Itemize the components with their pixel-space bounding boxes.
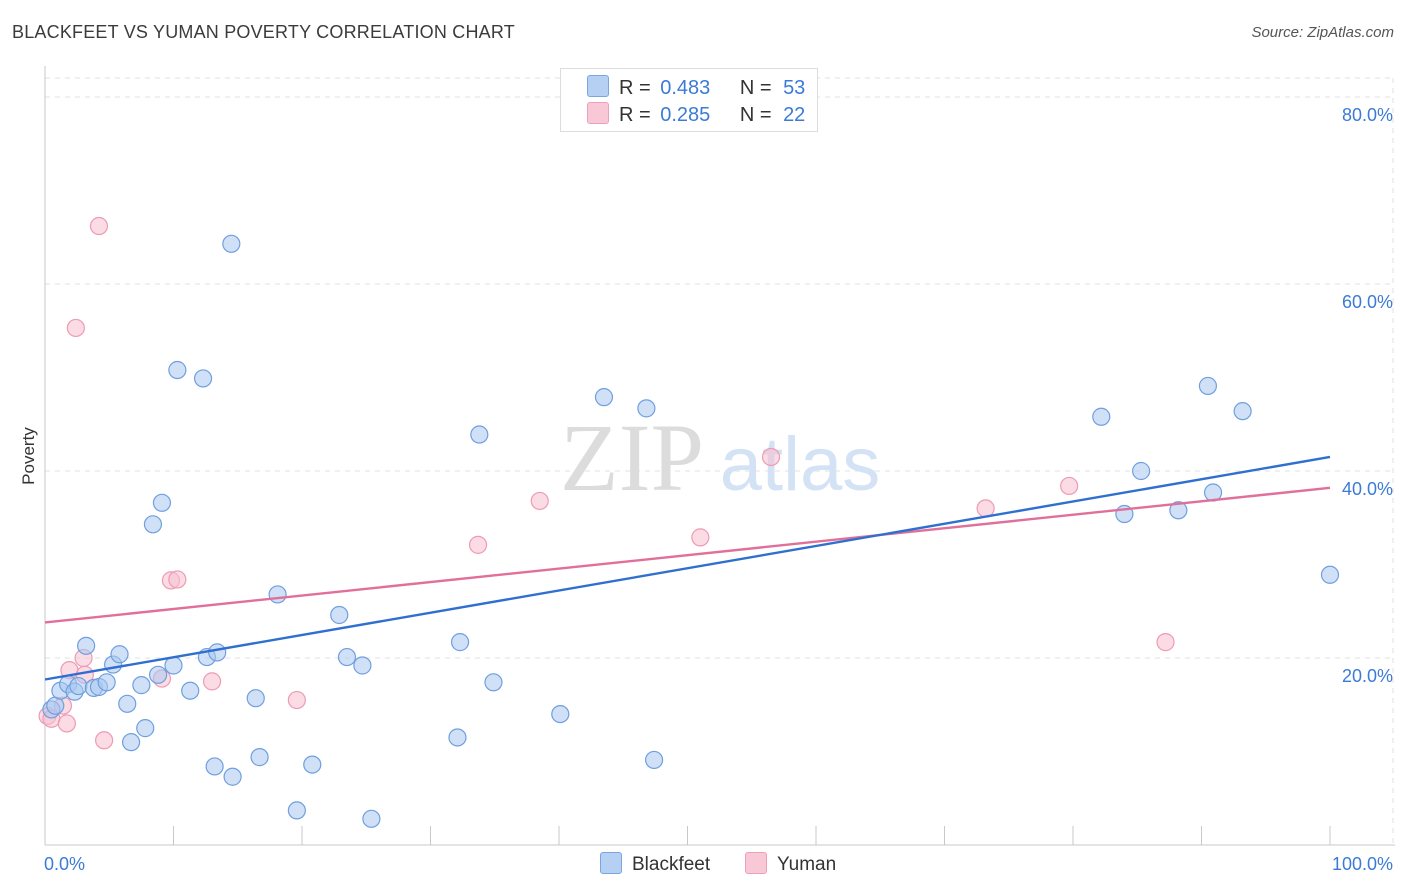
blackfeet-point <box>594 388 614 407</box>
blackfeet-n-value: 53 <box>783 77 806 99</box>
blackfeet-point <box>1092 407 1111 426</box>
chart-title: BLACKFEET VS YUMAN POVERTY CORRELATION C… <box>12 22 515 42</box>
blackfeet-point <box>152 493 172 512</box>
blackfeet-point <box>637 399 656 418</box>
legend-row-blackfeet: R = 0.483 N = 53 <box>587 75 805 99</box>
yuman-trend-line <box>44 486 1331 624</box>
watermark-zip: ZIP <box>560 404 704 511</box>
n-label: N = <box>739 77 772 99</box>
yuman-point <box>1156 633 1175 652</box>
blackfeet-point <box>303 755 322 774</box>
yuman-point <box>287 690 306 710</box>
blackfeet-point <box>164 656 183 675</box>
blackfeet-point <box>136 719 155 738</box>
y-tick-label: 20.0% <box>1342 666 1393 686</box>
yuman-point <box>168 570 187 589</box>
yuman-point <box>66 318 85 338</box>
blackfeet-point <box>181 681 200 700</box>
legend-row-yuman: R = 0.285 N = 22 <box>587 102 805 126</box>
blackfeet-point <box>330 605 349 625</box>
blackfeet-point <box>69 676 88 696</box>
y-axis-label: Poverty <box>19 427 38 485</box>
legend-item-yuman[interactable]: Yuman <box>745 852 836 876</box>
tick-labels: 20.0% 40.0% 60.0% 80.0% 0.0% 100.0% <box>44 105 1393 874</box>
yuman-r-value: 0.285 <box>660 104 711 126</box>
yuman-point <box>95 731 114 750</box>
yuman-point <box>1060 476 1079 496</box>
blackfeet-legend-label: Blackfeet <box>632 854 711 875</box>
blackfeet-point <box>246 689 265 708</box>
blackfeet-point <box>1233 402 1252 421</box>
blackfeet-point <box>644 750 664 770</box>
yuman-swatch <box>587 102 609 124</box>
blackfeet-point <box>353 656 372 675</box>
blackfeet-point <box>1320 565 1340 584</box>
y-tick-label: 80.0% <box>1342 105 1393 125</box>
data-points <box>38 216 1340 828</box>
y-tick-label: 40.0% <box>1342 479 1393 499</box>
blackfeet-point <box>1169 501 1188 520</box>
n-label: N = <box>739 104 772 126</box>
r-label: R = <box>619 104 651 126</box>
blackfeet-point <box>222 234 241 253</box>
blackfeet-point <box>450 633 470 652</box>
blackfeet-point <box>121 733 141 752</box>
yuman-point <box>691 528 710 547</box>
blackfeet-point <box>223 767 242 786</box>
blackfeet-point <box>77 636 96 655</box>
r-label: R = <box>619 77 651 99</box>
legend-item-blackfeet[interactable]: Blackfeet <box>600 852 710 876</box>
blackfeet-point <box>118 694 137 713</box>
blackfeet-point <box>362 809 381 828</box>
yuman-legend-label: Yuman <box>777 854 837 875</box>
blackfeet-point <box>143 515 163 534</box>
blackfeet-point <box>110 645 129 664</box>
blackfeet-point <box>287 801 306 820</box>
yuman-point <box>761 447 781 467</box>
blackfeet-r-value: 0.483 <box>660 77 711 99</box>
yuman-point <box>530 491 549 511</box>
blackfeet-point <box>1198 376 1218 396</box>
x-tick-label: 0.0% <box>44 854 85 874</box>
yuman-point <box>468 535 488 554</box>
trend-lines <box>44 455 1331 681</box>
blackfeet-point <box>1132 461 1151 481</box>
correlation-legend: R = 0.483 N = 53 R = 0.285 N = 22 <box>560 68 818 132</box>
source-credit: Source: ZipAtlas.com <box>1251 24 1394 41</box>
blackfeet-point <box>97 673 116 692</box>
blackfeet-legend-swatch <box>600 852 622 874</box>
x-tick-label: 100.0% <box>1332 854 1393 874</box>
blackfeet-point <box>250 748 269 767</box>
blackfeet-point <box>193 369 213 388</box>
yuman-n-value: 22 <box>783 104 806 126</box>
watermark: ZIP atlas <box>560 404 880 511</box>
blackfeet-point <box>484 673 503 692</box>
blackfeet-point <box>551 704 570 724</box>
blackfeet-swatch <box>587 75 609 97</box>
grid-lines <box>45 77 1395 845</box>
blackfeet-point <box>470 425 489 444</box>
blackfeet-point <box>132 676 151 695</box>
watermark-atlas: atlas <box>720 422 881 507</box>
yuman-point <box>89 216 109 236</box>
blackfeet-point <box>208 643 227 662</box>
blackfeet-point <box>337 647 357 667</box>
y-tick-label: 60.0% <box>1342 292 1393 312</box>
blackfeet-point <box>205 757 224 776</box>
blackfeet-point <box>148 665 168 684</box>
yuman-legend-swatch <box>745 852 767 874</box>
yuman-point <box>57 714 76 733</box>
yuman-point <box>976 499 995 518</box>
blackfeet-point <box>448 728 467 747</box>
blackfeet-point <box>168 360 187 380</box>
yuman-point <box>202 672 222 691</box>
blackfeet-point <box>268 585 287 604</box>
blackfeet-trend-line <box>44 455 1331 681</box>
